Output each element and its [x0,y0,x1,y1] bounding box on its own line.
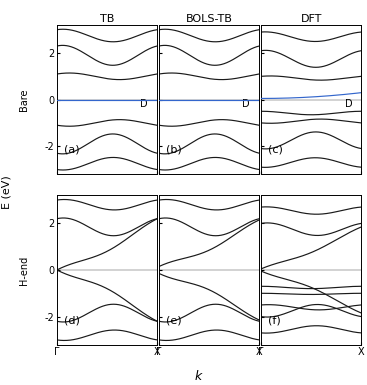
Text: k: k [195,370,202,383]
Text: D: D [345,99,352,109]
Title: DFT: DFT [301,14,322,24]
Text: (f): (f) [268,315,281,325]
Text: Bare: Bare [19,89,29,111]
Text: E (eV): E (eV) [2,176,12,209]
Text: H-end: H-end [19,255,29,285]
Text: (e): (e) [166,315,182,325]
Text: D: D [243,99,250,109]
Text: (b): (b) [166,145,182,155]
Text: (c): (c) [268,145,283,155]
Title: TB: TB [100,14,114,24]
Text: D: D [140,99,148,109]
Title: BOLS-TB: BOLS-TB [186,14,233,24]
Text: (a): (a) [64,145,80,155]
Text: (d): (d) [64,315,80,325]
